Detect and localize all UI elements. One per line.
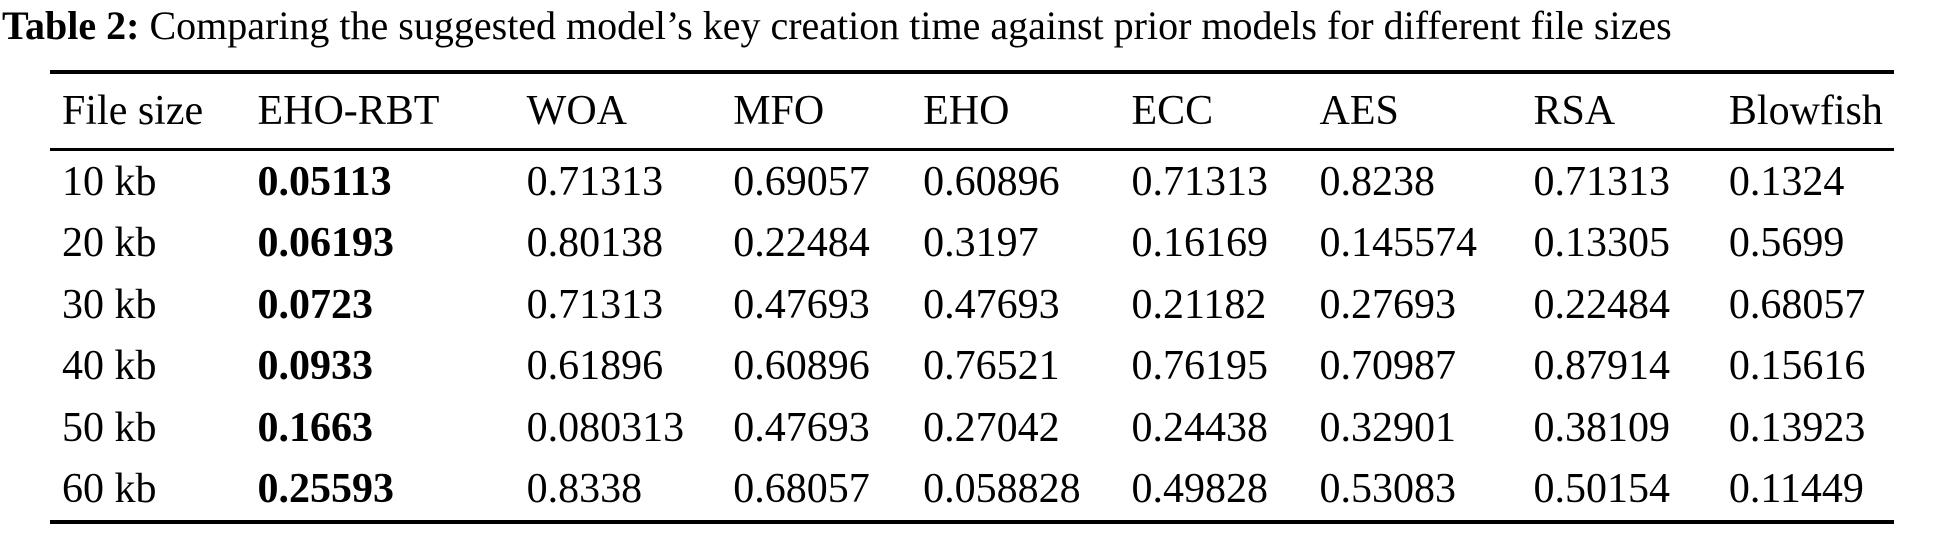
value-cell-aes: 0.70987 [1319, 343, 1457, 390]
value-cell-woa: 0.71313 [526, 158, 664, 205]
value-cell-aes: 0.145574 [1319, 220, 1478, 267]
value-cell-blowfish: 0.68057 [1728, 281, 1866, 328]
value-cell-woa: 0.080313 [526, 404, 685, 451]
table-row: 40 kb 0.0933 0.61896 0.60896 0.76521 0.76195 0… [50, 336, 1894, 398]
value-cell-blowfish: 0.5699 [1728, 220, 1845, 267]
value-cell-blowfish: 0.15616 [1728, 343, 1866, 390]
value-cell-eho: 0.60896 [923, 158, 1060, 205]
table-header-row: File size EHO-RBT WOA MFO EHO ECC AES RSA Blowfi… [50, 72, 1894, 150]
value-cell-eho-rbt: 0.25593 [257, 466, 394, 513]
value-cell-blowfish: 0.1324 [1728, 158, 1845, 205]
value-cell-blowfish: 0.13923 [1728, 404, 1866, 451]
value-cell-eho-rbt: 0.06193 [257, 220, 394, 267]
file-size-cell: 20 kb [62, 220, 157, 267]
value-cell-aes: 0.53083 [1319, 466, 1457, 513]
file-size-cell: 50 kb [62, 404, 157, 451]
file-size-cell: 60 kb [62, 466, 157, 513]
file-size-cell: 10 kb [62, 158, 157, 205]
column-header-eho: EHO [923, 88, 1010, 134]
column-header-blowfish: Blowfish [1728, 88, 1883, 134]
value-cell-eho-rbt: 0.05113 [257, 158, 392, 205]
table-row: 60 kb 0.25593 0.8338 0.68057 0.058828 0.49828… [50, 459, 1894, 523]
value-cell-ecc: 0.24438 [1131, 404, 1268, 451]
value-cell-eho: 0.47693 [923, 281, 1060, 328]
column-header-eho-rbt: EHO-RBT [257, 88, 440, 134]
column-header-woa: WOA [526, 88, 627, 134]
value-cell-aes: 0.8238 [1319, 158, 1436, 205]
value-cell-woa: 0.80138 [526, 220, 664, 267]
file-size-cell: 40 kb [62, 343, 157, 390]
value-cell-aes: 0.27693 [1319, 281, 1457, 328]
table-row: 50 kb 0.1663 0.080313 0.47693 0.27042 0.24438… [50, 397, 1894, 459]
table-caption-text: Comparing the suggested model’s key crea… [149, 3, 1672, 48]
value-cell-ecc: 0.21182 [1131, 281, 1267, 328]
value-cell-ecc: 0.71313 [1131, 158, 1268, 205]
value-cell-rsa: 0.50154 [1533, 466, 1670, 513]
table-body: 10 kb 0.05113 0.71313 0.69057 0.60896 0.71313… [50, 150, 1894, 523]
value-cell-woa: 0.8338 [526, 466, 643, 513]
value-cell-blowfish: 0.11449 [1728, 466, 1864, 513]
table-row: 20 kb 0.06193 0.80138 0.22484 0.3197 0.16169 0… [50, 213, 1894, 275]
value-cell-mfo: 0.22484 [733, 220, 870, 267]
value-cell-woa: 0.61896 [526, 343, 664, 390]
value-cell-ecc: 0.16169 [1131, 220, 1268, 267]
value-cell-rsa: 0.71313 [1533, 158, 1670, 205]
value-cell-mfo: 0.60896 [733, 343, 870, 390]
value-cell-rsa: 0.87914 [1533, 343, 1670, 390]
value-cell-eho: 0.058828 [923, 466, 1081, 513]
column-header-mfo: MFO [733, 88, 825, 134]
value-cell-rsa: 0.13305 [1533, 220, 1670, 267]
value-cell-mfo: 0.68057 [733, 466, 870, 513]
value-cell-ecc: 0.49828 [1131, 466, 1268, 513]
value-cell-eho: 0.76521 [923, 343, 1060, 390]
value-cell-eho: 0.3197 [923, 220, 1039, 267]
column-header-rsa: RSA [1533, 88, 1616, 134]
value-cell-mfo: 0.47693 [733, 404, 870, 451]
value-cell-mfo: 0.47693 [733, 281, 870, 328]
value-cell-eho-rbt: 0.1663 [257, 404, 373, 451]
value-cell-eho-rbt: 0.0723 [257, 281, 373, 328]
value-cell-rsa: 0.38109 [1533, 404, 1670, 451]
key-creation-time-table: File size EHO-RBT WOA MFO EHO ECC AES RSA Blowfi… [50, 70, 1894, 524]
value-cell-aes: 0.32901 [1319, 404, 1457, 451]
column-header-aes: AES [1319, 88, 1399, 134]
file-size-cell: 30 kb [62, 281, 157, 328]
value-cell-woa: 0.71313 [526, 281, 664, 328]
table-caption: Table 2: Comparing the suggested model’s … [2, 0, 1672, 52]
value-cell-mfo: 0.69057 [733, 158, 870, 205]
table-caption-label: Table 2: [2, 3, 140, 48]
table-row: 30 kb 0.0723 0.71313 0.47693 0.47693 0.21182 0… [50, 274, 1894, 336]
table-row: 10 kb 0.05113 0.71313 0.69057 0.60896 0.71313… [50, 150, 1894, 213]
column-header-file-size: File size [62, 88, 204, 134]
value-cell-rsa: 0.22484 [1533, 281, 1670, 328]
value-cell-eho: 0.27042 [923, 404, 1060, 451]
value-cell-eho-rbt: 0.0933 [257, 343, 373, 390]
column-header-ecc: ECC [1131, 88, 1214, 134]
value-cell-ecc: 0.76195 [1131, 343, 1268, 390]
